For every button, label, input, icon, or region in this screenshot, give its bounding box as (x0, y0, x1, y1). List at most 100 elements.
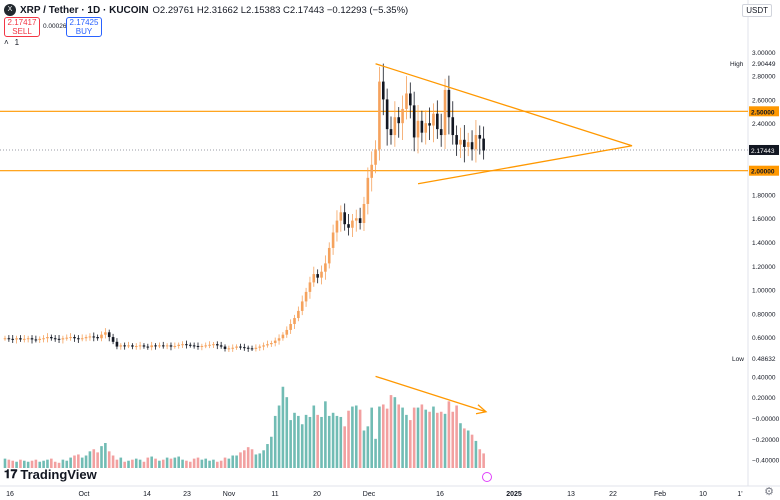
oscillator-bar (354, 405, 358, 468)
candle-body (96, 337, 99, 339)
gear-icon[interactable]: ⚙ (764, 486, 774, 498)
level-badge-label: 2.50000 (751, 109, 775, 116)
time-tick-label: 22 (609, 491, 617, 498)
candle-body (463, 139, 466, 147)
sell-label: SELL (12, 27, 32, 36)
candle-body (331, 232, 335, 248)
oscillator-bar (470, 434, 474, 468)
oscillator-bar (115, 459, 119, 468)
oscillator-bar (331, 412, 335, 468)
oscillator-bar (69, 457, 72, 468)
candle-body (73, 337, 76, 339)
low-marker-value: 0.48632 (752, 356, 776, 363)
candle-body (119, 345, 123, 347)
oscillator-bar (165, 457, 169, 468)
buy-label: BUY (75, 27, 93, 36)
oscillator-bar (107, 451, 111, 468)
event-marker-icon (482, 472, 492, 482)
currency-button[interactable]: USDT (742, 4, 772, 17)
oscillator-bar (455, 405, 458, 468)
oscillator-bar (424, 409, 428, 468)
oscillator-bar (208, 460, 211, 468)
oscillator-bar (366, 426, 370, 468)
candle-body (61, 338, 65, 340)
candle-body (212, 344, 215, 346)
symbol-title[interactable]: XRP / Tether · 1D · KUCOIN (20, 4, 149, 16)
oscillator-bar (53, 461, 57, 468)
oscillator-bar (169, 458, 173, 468)
oscillator-bar (46, 459, 49, 468)
oscillator-bar (219, 460, 223, 468)
oscillator-bar (416, 407, 420, 468)
oscillator-bar (327, 415, 331, 468)
oscillator-bar (362, 430, 366, 468)
oscillator-bar (192, 458, 196, 468)
oscillator-bar (401, 407, 404, 468)
oscillator-bar (297, 415, 300, 468)
candle-body (474, 135, 478, 150)
oscillator-bar (7, 459, 11, 468)
ohlc-readout: O2.29761 H2.31662 L2.15383 C2.17443 −0.1… (152, 4, 409, 16)
oscillator-bar (173, 457, 177, 468)
candle-body (196, 345, 200, 347)
candle-body (138, 345, 142, 347)
oscillator-bar (466, 430, 470, 468)
tradingview-logo: 𝟏𝟕 TradingView (4, 467, 97, 482)
oscillator-bar (447, 401, 451, 468)
candle-body (347, 224, 350, 228)
candle-body (482, 138, 485, 151)
candle-body (77, 338, 80, 340)
oscillator-bar (316, 414, 319, 468)
oscillator-bar (482, 453, 485, 468)
oscillator-bar (235, 455, 238, 468)
oscillator-bar (281, 386, 285, 468)
candle-body (289, 323, 292, 330)
buy-button[interactable]: 2.17425 BUY (66, 17, 102, 37)
candle-body (432, 113, 435, 126)
candle-body (277, 338, 281, 341)
candle-body (405, 93, 408, 109)
level-badge (749, 106, 779, 117)
oscillator-bar (154, 458, 157, 468)
oscillator-bar (77, 454, 80, 468)
candle-body (188, 344, 192, 346)
candle-body (231, 347, 235, 349)
candle-body (304, 291, 308, 302)
candle-body (381, 81, 385, 100)
sell-button[interactable]: 2.17417 SELL (4, 17, 40, 37)
oscillator-bar (23, 460, 26, 468)
oscillator-bar (312, 405, 316, 468)
oscillator-bar (370, 407, 373, 468)
oscillator-bar (420, 404, 424, 468)
oscillator-bar (246, 447, 250, 468)
candle-body (150, 345, 153, 348)
candle-body (370, 164, 373, 178)
spread-value: 0.00026 (43, 23, 67, 30)
candle-body (478, 135, 482, 139)
oscillator-bar (100, 446, 103, 468)
candle-body (134, 345, 138, 347)
candle-body (393, 117, 397, 136)
candle-body (3, 338, 7, 340)
oscillator-bar (30, 460, 34, 468)
oscillator-bar (304, 414, 308, 468)
oscillator-bar (177, 456, 180, 468)
oscillator-bar (239, 452, 242, 468)
indicator-toggle[interactable]: ˄ 1 (4, 38, 19, 47)
oscillator-bar (378, 406, 381, 468)
price-tick-label: 2.40000 (752, 121, 776, 128)
candle-body (455, 135, 458, 145)
price-tick-label: 1.20000 (752, 264, 776, 271)
candle-body (192, 345, 196, 347)
oscillator-bar (231, 455, 235, 468)
candle-body (297, 310, 300, 319)
candle-body (273, 340, 277, 343)
oscillator-bar (146, 457, 150, 468)
oscillator-bar (80, 457, 84, 468)
chart-header: X XRP / Tether · 1D · KUCOIN O2.29761 H2… (0, 0, 408, 20)
candle-body (258, 346, 262, 348)
oscillator-tick-label: −0.20000 (752, 437, 780, 444)
candle-body (358, 218, 362, 223)
tradingview-name: TradingView (20, 467, 97, 482)
